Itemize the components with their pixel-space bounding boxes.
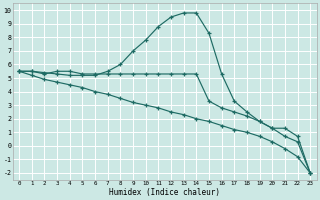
X-axis label: Humidex (Indice chaleur): Humidex (Indice chaleur) — [109, 188, 220, 197]
